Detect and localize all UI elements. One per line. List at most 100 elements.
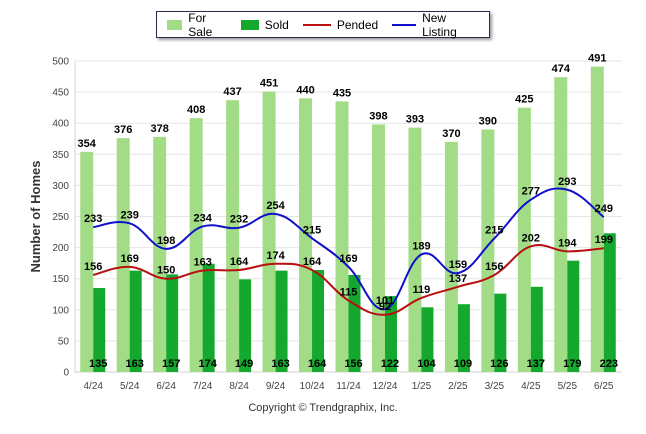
label-pended-10/24: 164 [303, 256, 322, 268]
label-sold-9/24: 163 [271, 358, 289, 370]
label-for-sale-2/25: 370 [442, 128, 460, 140]
chart-plot: 0 50 100 150 200 250 300 350 400 450 500 Number of … [28, 53, 622, 392]
label-for-sale-5/25: 474 [552, 63, 571, 75]
label-sold-12/24: 122 [381, 358, 399, 370]
label-pended-4/25: 202 [522, 232, 540, 244]
bar-for-sale-4/24 [80, 151, 94, 372]
legend-item-for-sale: For Sale [167, 11, 227, 39]
label-sold-11/24: 156 [344, 358, 362, 370]
y-tick-label-250: 250 [52, 212, 69, 223]
bar-sold-8/24 [239, 279, 252, 372]
bar-sold-4/24 [93, 288, 106, 372]
x-tick-label-4/24: 4/24 [83, 381, 103, 392]
x-tick-label-6/24: 6/24 [156, 381, 176, 392]
bar-sold-2/25 [457, 304, 470, 372]
label-pended-3/25: 156 [485, 261, 503, 273]
label-pended-1/25: 119 [413, 284, 431, 296]
x-tick-label-4/25: 4/25 [521, 381, 541, 392]
label-pended-9/24: 174 [266, 250, 285, 262]
x-tick-label-6/25: 6/25 [594, 381, 614, 392]
label-pended-8/24: 164 [230, 256, 249, 268]
bar-sold-3/25 [494, 293, 507, 372]
label-new-listing-9/24: 254 [266, 200, 285, 212]
label-new-listing-12/24: 101 [376, 295, 394, 307]
x-tick-label-2/25: 2/25 [448, 381, 468, 392]
label-sold-6/25: 223 [600, 358, 618, 370]
label-sold-2/25: 109 [454, 358, 472, 370]
legend-swatch-for-sale [167, 19, 183, 30]
y-tick-label-400: 400 [52, 119, 69, 130]
x-tick-label-3/25: 3/25 [485, 381, 505, 392]
label-pended-6/24: 150 [157, 265, 175, 277]
bar-for-sale-6/24 [153, 136, 167, 372]
legend-item-sold: Sold [240, 17, 289, 32]
label-new-listing-1/25: 189 [412, 240, 430, 252]
y-tick-label-100: 100 [52, 305, 69, 316]
label-for-sale-8/24: 437 [223, 86, 241, 98]
legend-item-pended: Pended [302, 17, 379, 32]
label-for-sale-4/24: 354 [78, 138, 97, 150]
bar-for-sale-2/25 [444, 141, 458, 372]
y-tick-label-350: 350 [52, 150, 69, 161]
label-sold-7/24: 174 [198, 358, 217, 370]
label-pended-4/24: 156 [84, 261, 102, 273]
label-new-listing-6/25: 249 [595, 203, 613, 215]
y-tick-label-200: 200 [52, 243, 69, 254]
bar-for-sale-11/24 [335, 101, 349, 373]
x-tick-label-10/24: 10/24 [300, 381, 325, 392]
legend-swatch-sold [240, 19, 259, 30]
label-new-listing-5/24: 239 [121, 209, 139, 221]
label-new-listing-3/25: 215 [485, 224, 503, 236]
legend-label-pended: Pended [336, 17, 379, 32]
bar-for-sale-10/24 [299, 98, 313, 372]
label-sold-5/24: 163 [126, 358, 144, 370]
bar-sold-5/25 [567, 260, 580, 372]
legend-swatch-pended [302, 23, 331, 26]
legend-label-new-listing: New Listing [422, 10, 457, 39]
label-new-listing-4/24: 233 [84, 213, 102, 225]
label-new-listing-10/24: 215 [303, 224, 321, 236]
legend-swatch-new-listing [392, 23, 417, 26]
label-sold-1/25: 104 [417, 358, 436, 370]
y-tick-label-150: 150 [52, 274, 69, 285]
bar-for-sale-6/25 [590, 66, 604, 373]
bar-for-sale-4/25 [517, 107, 531, 373]
bar-sold-7/24 [202, 263, 215, 372]
line-new-listing [93, 187, 605, 311]
label-for-sale-5/24: 376 [114, 124, 132, 136]
label-for-sale-9/24: 451 [260, 77, 278, 89]
label-pended-7/24: 163 [193, 257, 211, 269]
label-for-sale-11/24: 435 [333, 87, 351, 99]
label-for-sale-12/24: 398 [369, 110, 387, 122]
bar-sold-5/24 [129, 270, 142, 372]
bar-for-sale-12/24 [371, 124, 385, 372]
bar-for-sale-3/25 [481, 129, 495, 372]
label-for-sale-7/24: 408 [187, 104, 205, 116]
label-new-listing-6/24: 198 [157, 235, 175, 247]
label-new-listing-7/24: 234 [193, 212, 212, 224]
label-sold-5/25: 179 [563, 358, 581, 370]
label-sold-3/25: 126 [490, 358, 508, 370]
label-for-sale-6/25: 491 [588, 53, 606, 65]
label-for-sale-1/25: 393 [406, 114, 424, 126]
label-sold-6/24: 157 [162, 358, 180, 370]
label-new-listing-4/25: 277 [522, 186, 540, 198]
label-sold-4/25: 137 [527, 358, 545, 370]
label-new-listing-8/24: 232 [230, 214, 248, 226]
line-pended [92, 244, 604, 316]
bar-sold-10/24 [312, 269, 325, 372]
bar-sold-6/24 [166, 274, 179, 372]
label-for-sale-10/24: 440 [296, 84, 314, 96]
bar-for-sale-5/24 [116, 138, 130, 372]
x-tick-label-11/24: 11/24 [336, 381, 361, 392]
bar-sold-9/24 [275, 270, 288, 372]
legend-label-for-sale: For Sale [188, 10, 213, 39]
bar-for-sale-1/25 [408, 127, 422, 372]
label-pended-5/24: 169 [121, 253, 139, 265]
bar-sold-11/24 [348, 274, 361, 372]
label-pended-12/24: 92 [379, 301, 391, 313]
label-pended-6/25: 199 [595, 234, 613, 246]
y-axis-title: Number of Homes [28, 161, 43, 273]
copyright-text: Copyright © Trendgraphix, Inc. [248, 402, 398, 414]
legend-label-sold: Sold [264, 17, 289, 32]
